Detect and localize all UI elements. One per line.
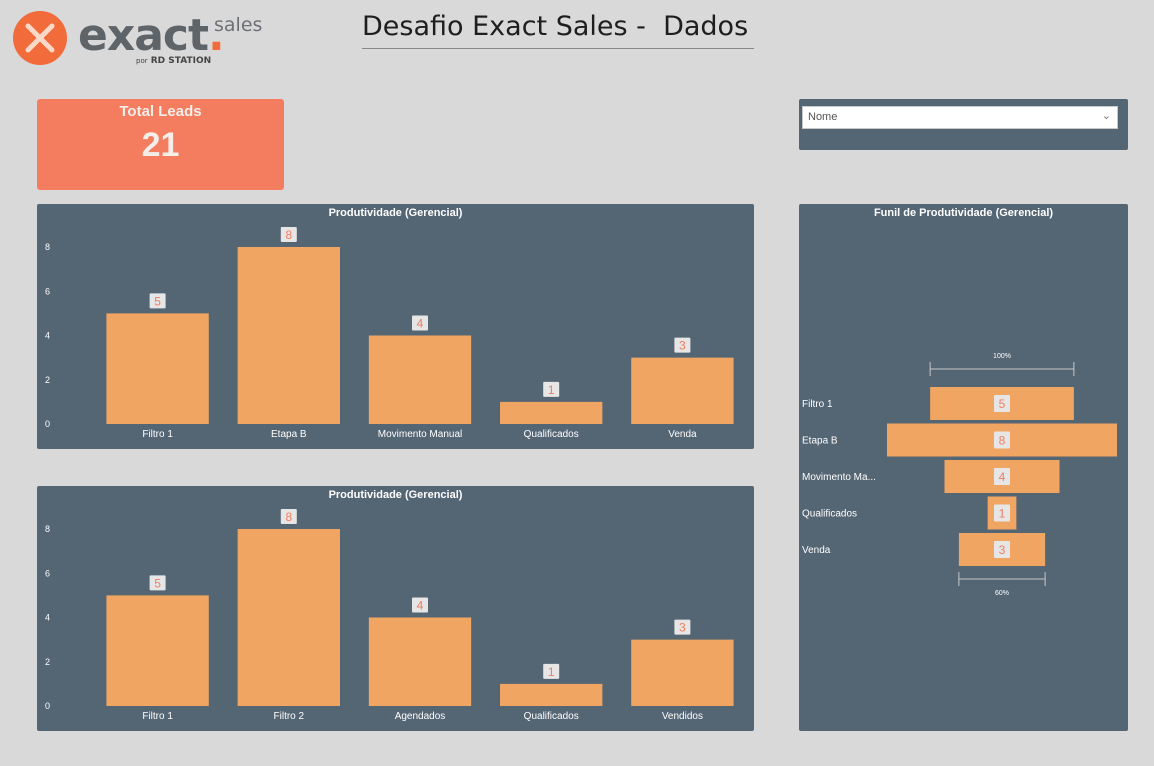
x-tick-label: Agendados xyxy=(395,711,446,722)
bar xyxy=(631,639,734,706)
x-tick-label: Etapa B xyxy=(271,429,307,440)
productivity-funnel-chart: Funil de Produtividade (Gerencial) 100% 5… xyxy=(799,204,1128,731)
data-label: 3 xyxy=(679,621,686,635)
data-label: 8 xyxy=(999,434,1006,448)
data-label-box xyxy=(674,337,691,353)
page-title: Desafio Exact Sales - Dados xyxy=(362,10,754,49)
slicer-placeholder: Nome xyxy=(808,111,838,123)
category-label: Venda xyxy=(802,545,831,556)
y-tick-label: 4 xyxy=(45,613,50,623)
data-label-box xyxy=(412,315,428,331)
chart-title: Produtividade (Gerencial) xyxy=(328,489,463,501)
data-label-box xyxy=(412,597,428,613)
kpi-label: Total Leads xyxy=(119,103,202,120)
funnel-plot: 100% 5 Filtro 1 8 Etapa B 4 Movimento Ma... 1 Qu… xyxy=(802,353,1117,597)
data-label: 4 xyxy=(417,317,424,331)
top-percent-label: 100% xyxy=(993,353,1011,360)
kpi-value: 21 xyxy=(141,126,180,164)
productivity-chart-2: Produtividade (Gerencial) 0 2 4 6 8 5 Filtro 1… xyxy=(37,486,754,731)
y-tick-label: 2 xyxy=(45,375,50,385)
category-label: Etapa B xyxy=(802,436,838,447)
chart-plot: 0 2 4 6 8 5 Filtro 1 8 Filtro 2 4 Agendados 1 Qualif… xyxy=(45,509,734,722)
category-label: Movimento Ma... xyxy=(802,472,876,483)
chevron-down-icon[interactable]: ⌄ xyxy=(1101,110,1111,122)
data-label-box xyxy=(994,504,1010,522)
bar xyxy=(500,401,603,424)
data-label: 4 xyxy=(999,470,1006,484)
data-label-box xyxy=(543,381,560,397)
data-label-box xyxy=(149,293,166,309)
data-label-box xyxy=(994,541,1010,558)
x-tick-label: Filtro 2 xyxy=(274,711,305,722)
data-label: 5 xyxy=(154,294,161,308)
logo-wordmark: exact. xyxy=(78,10,225,61)
bar xyxy=(237,247,340,424)
name-slicer-card: Nome ⌄ xyxy=(799,99,1128,150)
data-label-box xyxy=(149,575,166,591)
data-label-box xyxy=(674,619,691,635)
chart-title: Funil de Produtividade (Gerencial) xyxy=(873,207,1054,219)
bottom-percent-label: 60% xyxy=(995,590,1009,597)
data-label: 1 xyxy=(999,507,1006,521)
x-tick-label: Vendidos xyxy=(662,711,703,722)
data-label: 1 xyxy=(548,665,555,679)
y-tick-label: 4 xyxy=(45,331,50,341)
bar xyxy=(106,313,209,424)
y-tick-label: 8 xyxy=(45,242,50,252)
y-tick-label: 8 xyxy=(45,524,50,534)
y-tick-label: 2 xyxy=(45,657,50,667)
data-label: 4 xyxy=(417,599,424,613)
data-label: 8 xyxy=(285,228,292,242)
bar xyxy=(237,529,340,706)
productivity-chart-1: Produtividade (Gerencial) 0 2 4 6 8 5 Filtro 1… xyxy=(37,204,754,449)
data-label: 5 xyxy=(999,397,1006,411)
logo-byline: por RD STATION xyxy=(136,56,212,66)
chart-plot: 0 2 4 6 8 5 Filtro 1 8 Etapa B 4 Movimento Manual 1… xyxy=(45,227,734,440)
y-tick-label: 6 xyxy=(45,286,50,296)
y-tick-label: 0 xyxy=(45,701,50,711)
data-label: 5 xyxy=(154,576,161,590)
category-label: Filtro 1 xyxy=(802,399,833,410)
data-label-box xyxy=(280,509,297,524)
bar xyxy=(500,683,603,706)
data-label-box xyxy=(280,227,297,242)
x-tick-label: Movimento Manual xyxy=(378,429,462,440)
y-tick-label: 6 xyxy=(45,568,50,578)
category-label: Qualificados xyxy=(802,509,857,520)
logo-suffix: sales xyxy=(214,14,263,36)
y-tick-label: 0 xyxy=(45,419,50,429)
bar xyxy=(631,357,734,424)
data-label-box xyxy=(994,395,1010,412)
data-label-box xyxy=(543,663,560,679)
bar xyxy=(368,335,472,424)
data-label-box xyxy=(994,431,1010,449)
x-tick-label: Filtro 1 xyxy=(142,429,173,440)
total-leads-card: Total Leads 21 xyxy=(37,99,284,190)
data-label: 3 xyxy=(679,339,686,353)
x-tick-label: Filtro 1 xyxy=(142,711,173,722)
x-tick-label: Venda xyxy=(668,429,697,440)
chart-title: Produtividade (Gerencial) xyxy=(328,207,463,219)
data-label-box xyxy=(994,468,1010,485)
data-label: 3 xyxy=(999,543,1006,557)
logo-mark-icon xyxy=(13,11,67,65)
exact-sales-logo: exact. sales por RD STATION xyxy=(10,6,270,72)
x-tick-label: Qualificados xyxy=(524,429,579,440)
bar xyxy=(368,617,472,706)
data-label: 8 xyxy=(285,510,292,524)
x-tick-label: Qualificados xyxy=(524,711,579,722)
bar xyxy=(106,595,209,706)
name-slicer-dropdown[interactable]: Nome ⌄ xyxy=(802,106,1118,129)
data-label: 1 xyxy=(548,383,555,397)
